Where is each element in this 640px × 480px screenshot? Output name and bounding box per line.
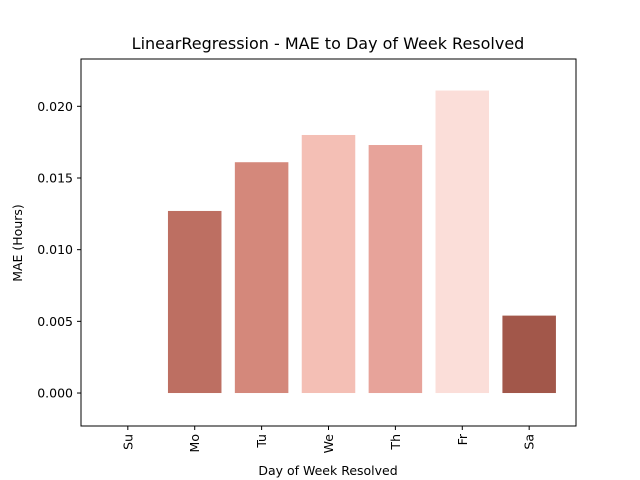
bar-mo (167, 210, 222, 394)
x-axis: Su Mo Tu We Th Fr Sa (120, 426, 537, 454)
y-axis: 0.000 0.005 0.010 0.015 0.020 (37, 99, 81, 401)
x-tick-label-fr: Fr (455, 433, 470, 445)
bar-th (368, 145, 423, 394)
x-tick-label-su: Su (120, 434, 135, 450)
y-tick-label: 0.010 (37, 242, 73, 257)
bars (167, 90, 556, 394)
x-tick-label-th: Th (388, 434, 403, 451)
x-axis-label: Day of Week Resolved (258, 463, 397, 478)
bar-tu (234, 162, 289, 394)
chart-title: LinearRegression - MAE to Day of Week Re… (132, 34, 525, 53)
y-tick-label: 0.015 (37, 170, 73, 185)
x-tick-label-sa: Sa (522, 434, 537, 450)
x-tick-label-we: We (321, 434, 336, 454)
bar-sa (502, 315, 556, 394)
y-axis-label: MAE (Hours) (10, 204, 25, 282)
x-tick-label-tu: Tu (254, 434, 269, 449)
x-tick-label-mo: Mo (187, 434, 202, 452)
bar-we (301, 134, 356, 394)
y-tick-label: 0.020 (37, 99, 73, 114)
y-tick-label: 0.005 (37, 314, 73, 329)
y-tick-label: 0.000 (37, 386, 73, 401)
bar-fr (435, 90, 490, 394)
